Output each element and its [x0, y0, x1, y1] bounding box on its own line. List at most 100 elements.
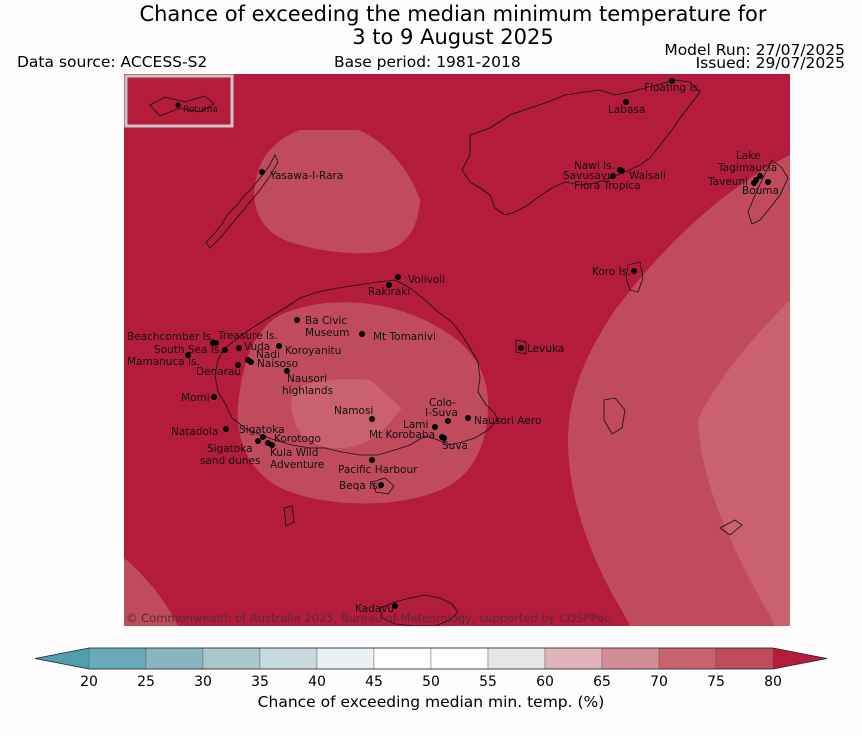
- copyright-notice: © Commonwealth of Australia 2025, Bureau…: [126, 611, 610, 625]
- place-label: Savusavu: [563, 170, 614, 182]
- place-marker: [631, 268, 637, 274]
- colorbar-segment: [601, 647, 660, 670]
- place-label: Treasure Is.: [217, 330, 278, 342]
- place-label: Kula Wild: [270, 447, 318, 459]
- issued-label: Issued: 29/07/2025: [695, 54, 845, 72]
- place-label: Tagimaucia: [717, 162, 777, 174]
- place-label: Momi: [181, 392, 210, 404]
- colorbar-max-extension: [773, 648, 827, 669]
- coastlines: [205, 79, 789, 626]
- place-label: Labasa: [608, 104, 645, 116]
- place-label: Korotogo: [274, 433, 321, 445]
- place-label: Pacific Harbour: [338, 464, 418, 476]
- place-label: Yasawa-I-Rara: [269, 170, 343, 182]
- colorbar-tick-label: 70: [650, 674, 668, 690]
- place-label: Waisali: [629, 170, 666, 182]
- place-marker: [395, 274, 401, 280]
- place-label: Adventure: [270, 459, 324, 471]
- place-marker: [259, 169, 265, 175]
- colorbar-segment: [430, 647, 489, 670]
- place-marker: [359, 331, 365, 337]
- yasawa-coast: [205, 154, 279, 249]
- kadavu-coast: [379, 594, 459, 626]
- place-marker: [284, 368, 290, 374]
- place-label: sand dunes: [200, 455, 260, 467]
- colorbar-tick-label: 55: [479, 674, 497, 690]
- place-label: Suva: [442, 440, 468, 452]
- place-label: Sigatoka: [239, 424, 285, 436]
- place-marker: [619, 168, 625, 174]
- colorbar-tick-label: 40: [308, 674, 326, 690]
- southwest-island-coast: [283, 505, 295, 527]
- place-marker: [751, 180, 757, 186]
- place-label: Museum: [305, 327, 350, 339]
- contour-70-75-central: [291, 378, 402, 449]
- place-marker: [518, 345, 524, 351]
- place-label: Colo-: [429, 397, 456, 409]
- vanua-levu-coast: [461, 79, 701, 216]
- place-label: Taveuni: [707, 176, 748, 188]
- place-label: South Sea Is.: [154, 344, 223, 356]
- place-label: Naisoso: [257, 358, 298, 370]
- colorbar-outline: [34, 647, 828, 670]
- place-label: Denarau: [196, 366, 241, 378]
- colorbar-tick-label: 45: [365, 674, 383, 690]
- colorbar[interactable]: 20 25 30 35 40 45 50 55 60 65 70 75 80: [34, 647, 828, 690]
- place-label: Mt Korobaba: [369, 429, 435, 441]
- colorbar-tick-label: 80: [764, 674, 782, 690]
- place-marker: [610, 173, 616, 179]
- place-label: Floating Is.: [644, 82, 701, 94]
- chart-title-line2: 3 to 9 August 2025: [352, 25, 554, 49]
- place-marker: [260, 434, 266, 440]
- colorbar-tick-label: 60: [536, 674, 554, 690]
- place-label: Koro Is.: [592, 266, 631, 278]
- colorbar-segment: [316, 647, 375, 670]
- place-marker: [765, 179, 771, 185]
- viti-levu-coast: [214, 279, 499, 456]
- koro-coast: [625, 261, 644, 293]
- place-label: Koroyanitu: [285, 345, 341, 357]
- colorbar-tick-label: 20: [80, 674, 98, 690]
- place-label: Nausori: [287, 373, 327, 385]
- place-marker: [669, 78, 675, 84]
- place-marker: [222, 347, 228, 353]
- place-label: Nausori Aero: [474, 415, 541, 427]
- place-label: Nadi: [256, 349, 280, 361]
- place-label: Mt Tomanivi: [373, 331, 436, 343]
- place-label: Volivoli: [408, 274, 445, 286]
- place-marker: [255, 438, 261, 444]
- place-label: highlands: [282, 385, 333, 397]
- place-marker: [378, 482, 384, 488]
- colorbar-segment: [373, 647, 432, 670]
- colorbar-segment: [145, 647, 204, 670]
- rotuma-inset: Rotuma: [124, 74, 234, 128]
- place-label: Beqa Is.: [339, 480, 381, 492]
- place-label: Ba Civic: [305, 315, 347, 327]
- place-marker: [369, 457, 375, 463]
- colorbar-segment: [88, 647, 147, 670]
- place-marker: [386, 282, 392, 288]
- colorbar-segment: [202, 647, 261, 670]
- place-label: Levuka: [527, 343, 564, 355]
- place-marker: [235, 362, 241, 368]
- place-marker: [276, 343, 282, 349]
- place-label: Lake: [736, 150, 760, 162]
- place-label: Beachcomber Is.: [127, 331, 215, 343]
- colorbar-tick-label: 50: [422, 674, 440, 690]
- place-label: Bouma: [742, 185, 779, 197]
- place-marker: [445, 418, 451, 424]
- model-run-label: Model Run: 27/07/2025: [664, 41, 845, 59]
- place-marker: [432, 424, 438, 430]
- levuka-island-coast: [515, 339, 527, 355]
- place-label: Flora Tropica: [574, 180, 641, 192]
- place-marker: [441, 435, 447, 441]
- place-label: Rakiraki: [368, 286, 410, 298]
- place-label: Natadola: [171, 426, 218, 438]
- place-marker: [392, 603, 398, 609]
- beqa-coast: [371, 477, 395, 495]
- place-label: Sigatoka: [207, 443, 253, 455]
- place-marker: [369, 416, 375, 422]
- place-label: Nawi Is.: [574, 160, 615, 172]
